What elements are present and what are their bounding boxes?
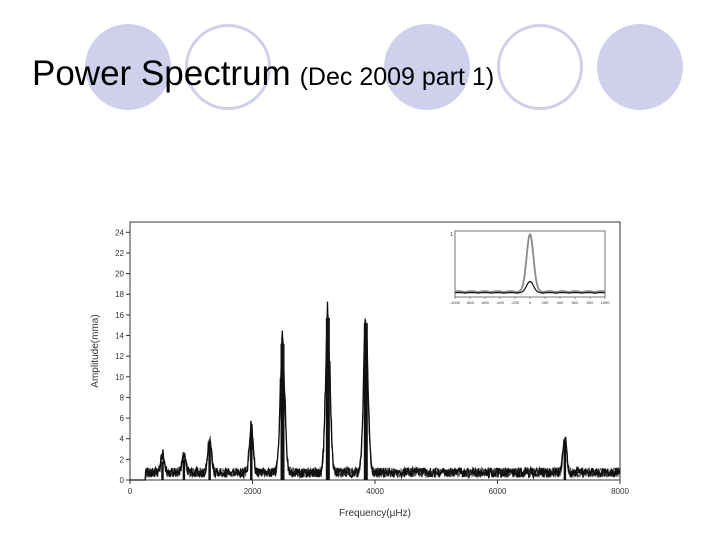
x-tick-label: 4000 — [366, 487, 384, 496]
y-tick-label: 20 — [115, 270, 124, 279]
x-tick-label: 6000 — [489, 487, 507, 496]
decor-circle-2 — [185, 24, 271, 110]
inset-x-tick-label: -200 — [511, 300, 520, 305]
y-tick-label: 24 — [115, 228, 124, 237]
inset-x-tick-label: 200 — [542, 300, 549, 305]
y-tick-label: 14 — [115, 332, 124, 341]
y-tick-label: 0 — [120, 476, 125, 485]
y-tick-label: 2 — [120, 455, 125, 464]
slide-title-sub: (Dec 2009 part 1) — [299, 63, 495, 91]
x-tick-label: 0 — [128, 487, 133, 496]
inset-window-lower — [454, 280, 606, 294]
decor-circle-1 — [85, 24, 171, 110]
inset-x-ticks: -1000 -800 -600 -400 -200 0 200 400 600 800 1000 — [450, 297, 610, 305]
x-tick-label: 8000 — [611, 487, 629, 496]
inset-y-tick-label: 1 — [450, 232, 453, 238]
inset-window-upper — [454, 232, 606, 294]
x-tick-label: 2000 — [244, 487, 262, 496]
y-tick-label: 10 — [115, 373, 124, 382]
decor-circle-4 — [497, 24, 583, 110]
slide-title-main: Power Spectrum — [32, 54, 291, 93]
inset-plot: -1000 -800 -600 -400 -200 0 200 400 600 800 1000 1 — [450, 230, 610, 305]
slide-title: Power Spectrum (Dec 2009 part 1) — [32, 54, 494, 94]
inset-x-tick-label: -800 — [466, 300, 475, 305]
y-tick-label: 6 — [120, 414, 125, 423]
y-tick-label: 18 — [115, 290, 124, 299]
inset-x-tick-label: 0 — [529, 300, 532, 305]
inset-x-tick-label: 600 — [572, 300, 579, 305]
y-tick-label: 8 — [120, 393, 125, 402]
y-tick-label: 16 — [115, 311, 124, 320]
inset-x-tick-label: 400 — [557, 300, 564, 305]
y-tick-label: 4 — [120, 435, 125, 444]
decor-circle-5 — [597, 24, 683, 110]
inset-x-tick-label: -1000 — [450, 300, 461, 305]
inset-window-series — [454, 232, 606, 294]
spectrum-trace — [130, 320, 621, 481]
y-tick-label: 12 — [115, 352, 124, 361]
main-x-axis-label: Frequency(μHz) — [339, 508, 411, 519]
inset-x-tick-label: -400 — [496, 300, 505, 305]
decor-circle-3 — [384, 24, 470, 110]
main-x-ticks: 0 2000 4000 6000 8000 — [128, 480, 629, 496]
inset-x-tick-label: 800 — [587, 300, 594, 305]
y-tick-label: 22 — [115, 249, 124, 258]
inset-x-tick-label: -600 — [481, 300, 490, 305]
main-spectrum-series — [130, 301, 621, 481]
inset-x-tick-label: 1000 — [601, 300, 611, 305]
inset-plot-frame — [454, 230, 606, 298]
main-y-axis-label: Amplitude(mma) — [90, 314, 101, 387]
